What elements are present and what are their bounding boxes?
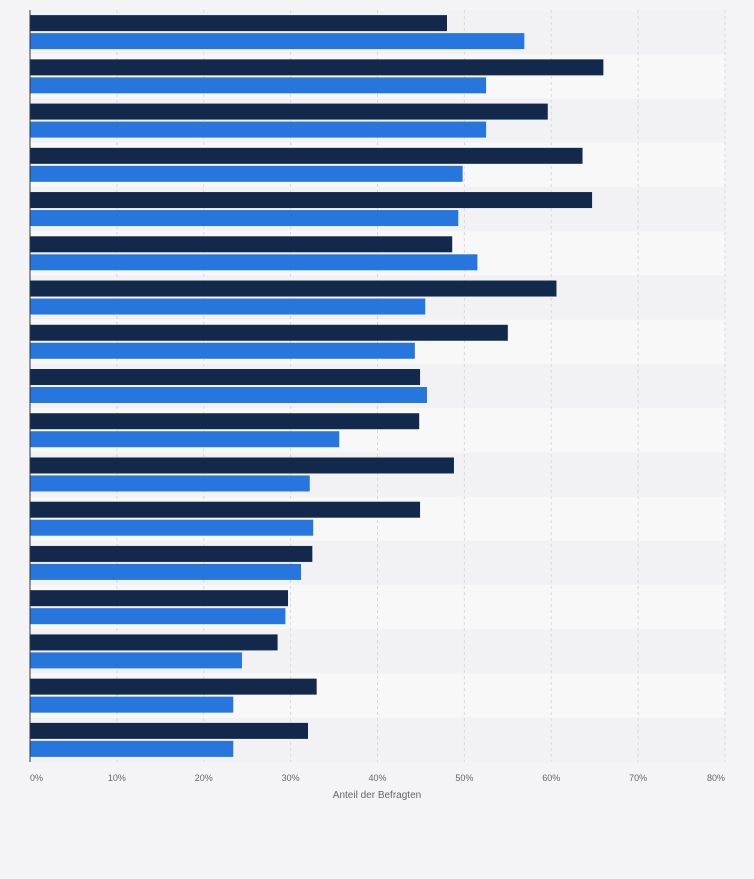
bar[interactable] bbox=[30, 696, 234, 713]
bar[interactable] bbox=[30, 545, 313, 562]
bar[interactable] bbox=[30, 33, 525, 50]
x-tick-label: 80% bbox=[707, 773, 725, 783]
x-tick-label: 20% bbox=[195, 773, 213, 783]
x-axis-label: Anteil der Befragten bbox=[333, 790, 421, 801]
x-tick-labels: 0% 10% 20% 30% 40% 50% 60% 70% 80% bbox=[30, 773, 725, 783]
bar[interactable] bbox=[30, 475, 310, 492]
bar[interactable] bbox=[30, 59, 604, 76]
bar[interactable] bbox=[30, 501, 421, 518]
bar[interactable] bbox=[30, 165, 463, 182]
bar[interactable] bbox=[30, 77, 487, 94]
bar[interactable] bbox=[30, 722, 308, 739]
x-tick-label: 30% bbox=[282, 773, 300, 783]
bar[interactable] bbox=[30, 103, 548, 120]
bar[interactable] bbox=[30, 413, 420, 430]
bar[interactable] bbox=[30, 678, 317, 695]
x-tick-label: 0% bbox=[30, 773, 43, 783]
bar[interactable] bbox=[30, 563, 302, 580]
bar[interactable] bbox=[30, 634, 278, 651]
bar[interactable] bbox=[30, 608, 286, 625]
bar[interactable] bbox=[30, 254, 478, 271]
bar[interactable] bbox=[30, 457, 454, 474]
bar[interactable] bbox=[30, 324, 508, 341]
x-tick-label: 60% bbox=[542, 773, 560, 783]
x-tick-label: 50% bbox=[455, 773, 473, 783]
bar[interactable] bbox=[30, 387, 428, 403]
bar[interactable] bbox=[30, 590, 289, 607]
bar[interactable] bbox=[30, 369, 421, 385]
bar[interactable] bbox=[30, 740, 234, 757]
bar[interactable] bbox=[30, 431, 340, 448]
bars bbox=[30, 15, 604, 757]
x-tick-label: 70% bbox=[629, 773, 647, 783]
bar[interactable] bbox=[30, 652, 242, 669]
bar[interactable] bbox=[30, 15, 447, 32]
bar[interactable] bbox=[30, 121, 487, 138]
bar[interactable] bbox=[30, 298, 426, 315]
bar[interactable] bbox=[30, 147, 583, 164]
bar[interactable] bbox=[30, 192, 593, 209]
bar[interactable] bbox=[30, 236, 453, 253]
bar[interactable] bbox=[30, 342, 415, 359]
bar[interactable] bbox=[30, 210, 459, 227]
x-tick-label: 40% bbox=[368, 773, 386, 783]
bar[interactable] bbox=[30, 280, 557, 297]
bar[interactable] bbox=[30, 519, 314, 536]
x-tick-label: 10% bbox=[108, 773, 126, 783]
